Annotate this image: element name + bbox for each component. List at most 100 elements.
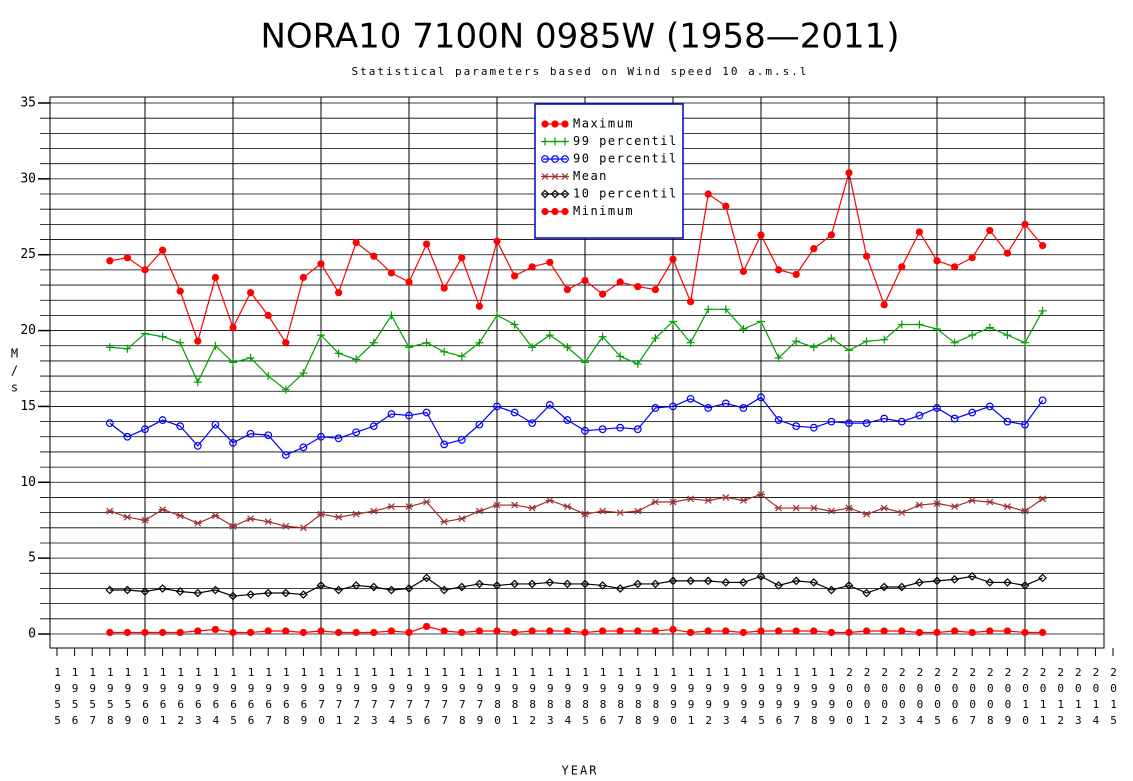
marker-part (985, 402, 994, 411)
marker-part (757, 490, 765, 498)
marker-part (687, 495, 695, 503)
marker-part (880, 414, 889, 423)
marker (827, 628, 836, 637)
x-tick-label: 1961 (157, 666, 170, 730)
marker-part (159, 246, 167, 254)
marker-part (669, 255, 677, 263)
marker (968, 628, 976, 637)
marker-part (651, 627, 660, 635)
marker-part (334, 585, 343, 595)
marker-part (561, 173, 569, 180)
marker (633, 425, 642, 434)
marker-part (863, 510, 871, 518)
marker (950, 575, 959, 584)
marker (317, 260, 325, 268)
marker-part (316, 581, 326, 590)
marker (827, 507, 836, 515)
marker (123, 628, 131, 637)
marker (510, 628, 519, 637)
marker-part (968, 497, 976, 504)
x-tick-label: 1960 (139, 666, 152, 730)
marker (528, 504, 537, 512)
marker (616, 352, 625, 361)
marker (915, 501, 924, 509)
marker-part (563, 416, 572, 424)
x-tick-label: 2002 (878, 666, 891, 730)
marker (540, 189, 550, 199)
marker (703, 576, 713, 586)
marker (551, 173, 559, 180)
marker (141, 628, 149, 637)
marker-part (898, 263, 906, 271)
marker (105, 419, 114, 428)
legend-label: 90 percentil (573, 152, 678, 166)
marker-part (194, 627, 202, 635)
marker-part (581, 628, 589, 637)
marker (686, 338, 695, 347)
marker (1003, 417, 1012, 426)
x-tick-label: 1997 (790, 666, 803, 730)
marker-part (827, 585, 836, 595)
marker-part (247, 289, 255, 297)
marker (335, 628, 343, 637)
marker-part (405, 278, 413, 286)
marker-part (898, 509, 906, 517)
marker-part (528, 627, 536, 635)
marker-part (968, 408, 977, 417)
marker (551, 137, 559, 146)
marker (229, 358, 237, 367)
marker-part (352, 510, 360, 518)
x-tick-label: 1995 (755, 666, 768, 730)
marker (563, 579, 572, 589)
marker (211, 585, 220, 595)
marker (369, 422, 378, 431)
marker (404, 584, 414, 593)
x-tick-label: 1957 (86, 666, 99, 730)
marker (915, 578, 924, 587)
marker (387, 585, 396, 595)
marker-part (897, 417, 906, 426)
marker (1003, 331, 1012, 340)
x-tick-label: 1973 (368, 666, 381, 730)
marker (369, 582, 379, 592)
marker-part (739, 267, 748, 276)
marker-part (880, 301, 888, 309)
marker-part (405, 628, 413, 637)
marker (193, 519, 202, 527)
marker-part (774, 581, 783, 590)
marker-part (175, 587, 185, 596)
x-tick-label: 1999 (825, 666, 838, 730)
legend-label: Minimum (573, 204, 634, 218)
marker (1003, 627, 1012, 635)
marker (898, 263, 906, 271)
x-tick-label: 1991 (685, 666, 698, 730)
marker (299, 590, 308, 599)
x-tick-label: 2005 (931, 666, 944, 730)
marker-part (176, 512, 184, 520)
marker-part (703, 576, 713, 586)
marker (123, 585, 132, 595)
marker (546, 627, 554, 635)
marker-part (739, 404, 748, 412)
marker-part (668, 576, 678, 586)
marker-part (634, 627, 642, 635)
marker-part (704, 190, 712, 198)
marker (423, 240, 431, 248)
marker-part (493, 627, 501, 635)
marker (563, 286, 572, 294)
marker (880, 335, 889, 344)
marker (1038, 573, 1047, 583)
marker (475, 302, 483, 310)
marker-part (299, 443, 308, 452)
marker-part (951, 627, 959, 635)
marker-part (722, 494, 730, 501)
marker-part (228, 591, 238, 601)
marker-part (561, 207, 569, 216)
marker-part (599, 290, 607, 298)
marker (581, 510, 589, 518)
marker-part (599, 507, 607, 515)
marker (370, 252, 378, 260)
legend-label: Maximum (573, 117, 634, 131)
marker-part (581, 276, 589, 285)
marker (528, 263, 536, 271)
